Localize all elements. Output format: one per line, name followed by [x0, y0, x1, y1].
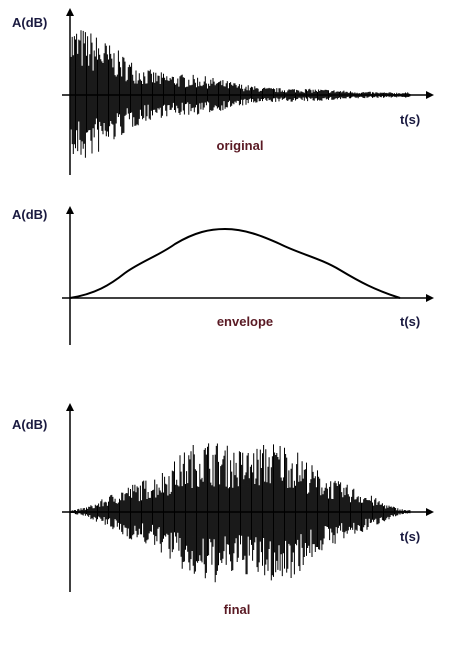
- x-axis-label: t(s): [400, 314, 420, 329]
- y-axis-label: A(dB): [12, 15, 47, 30]
- envelope-curve: [69, 227, 401, 299]
- waveforms: [69, 30, 411, 583]
- y-axis-label: A(dB): [12, 207, 47, 222]
- caption: final: [224, 602, 251, 617]
- caption: envelope: [217, 314, 273, 329]
- final-waveform: [69, 443, 411, 583]
- x-axis-label: t(s): [400, 112, 420, 127]
- y-axis-label: A(dB): [12, 417, 47, 432]
- caption: original: [217, 138, 264, 153]
- x-axis-label: t(s): [400, 529, 420, 544]
